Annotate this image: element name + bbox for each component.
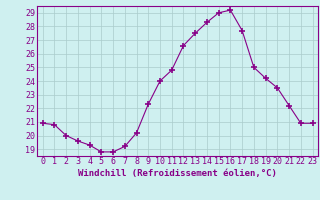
X-axis label: Windchill (Refroidissement éolien,°C): Windchill (Refroidissement éolien,°C): [78, 169, 277, 178]
